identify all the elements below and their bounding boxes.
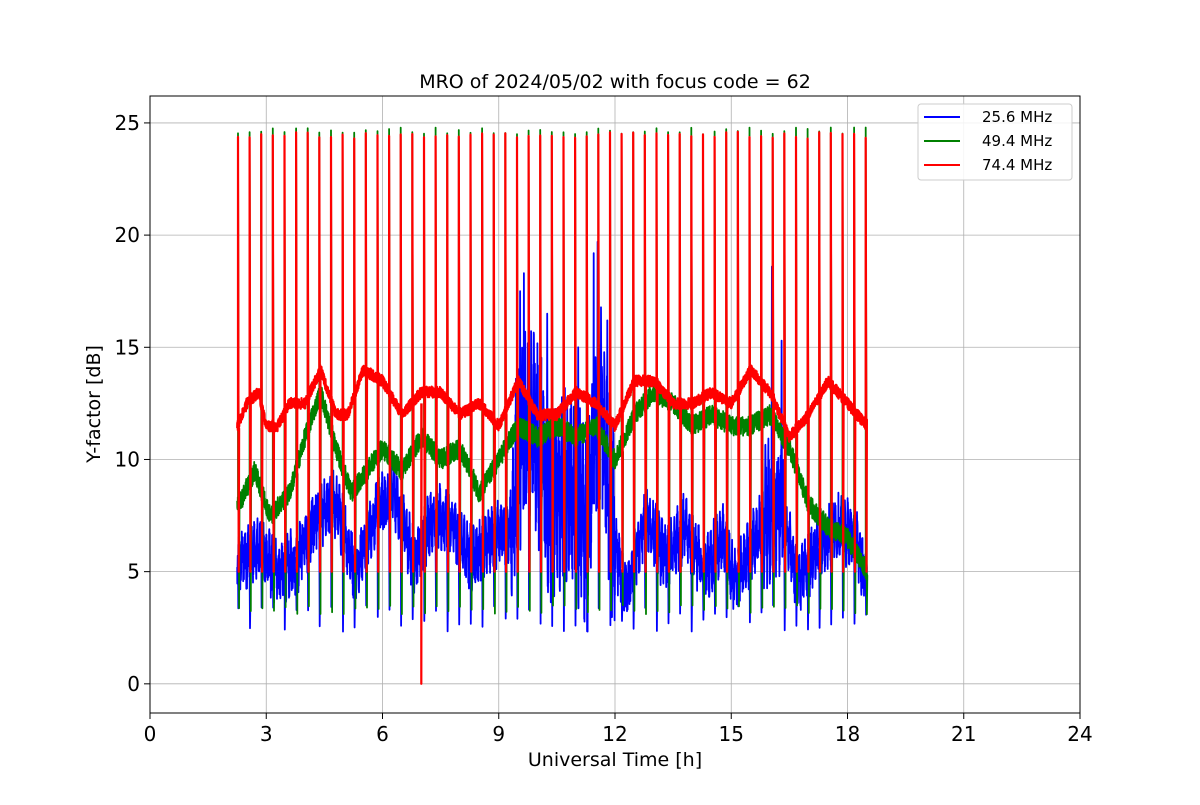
legend-box: [917, 103, 1073, 181]
y-tick-label: 0: [127, 672, 140, 696]
series-line-2: [236, 130, 868, 685]
y-tick-label: 15: [115, 335, 140, 359]
ticks: 0 3 6 9 12 15 18 21 24 0 5 10 15 20 25: [115, 111, 1093, 746]
x-tick-label: 15: [719, 722, 744, 746]
x-tick-label: 6: [376, 722, 389, 746]
x-tick-label: 21: [951, 722, 976, 746]
y-tick-label: 25: [115, 111, 140, 135]
y-axis-label: Y-factor [dB]: [83, 345, 105, 464]
legend-label-1: 49.4 MHz: [982, 132, 1052, 150]
x-tick-label: 12: [602, 722, 627, 746]
legend-label-0: 25.6 MHz: [982, 108, 1052, 126]
legend: 25.6 MHz 49.4 MHz 74.4 MHz: [917, 103, 1073, 181]
x-tick-label: 0: [144, 722, 157, 746]
plot-area: [236, 126, 869, 685]
y-tick-label: 20: [115, 223, 140, 247]
chart-title: MRO of 2024/05/02 with focus code = 62: [419, 71, 811, 93]
x-tick-label: 18: [835, 722, 860, 746]
legend-label-2: 74.4 MHz: [982, 156, 1052, 174]
x-tick-label: 24: [1067, 722, 1092, 746]
y-tick-label: 5: [127, 560, 140, 584]
x-tick-label: 3: [260, 722, 273, 746]
x-tick-label: 9: [492, 722, 505, 746]
x-axis-label: Universal Time [h]: [528, 749, 702, 771]
y-tick-label: 10: [115, 447, 140, 471]
